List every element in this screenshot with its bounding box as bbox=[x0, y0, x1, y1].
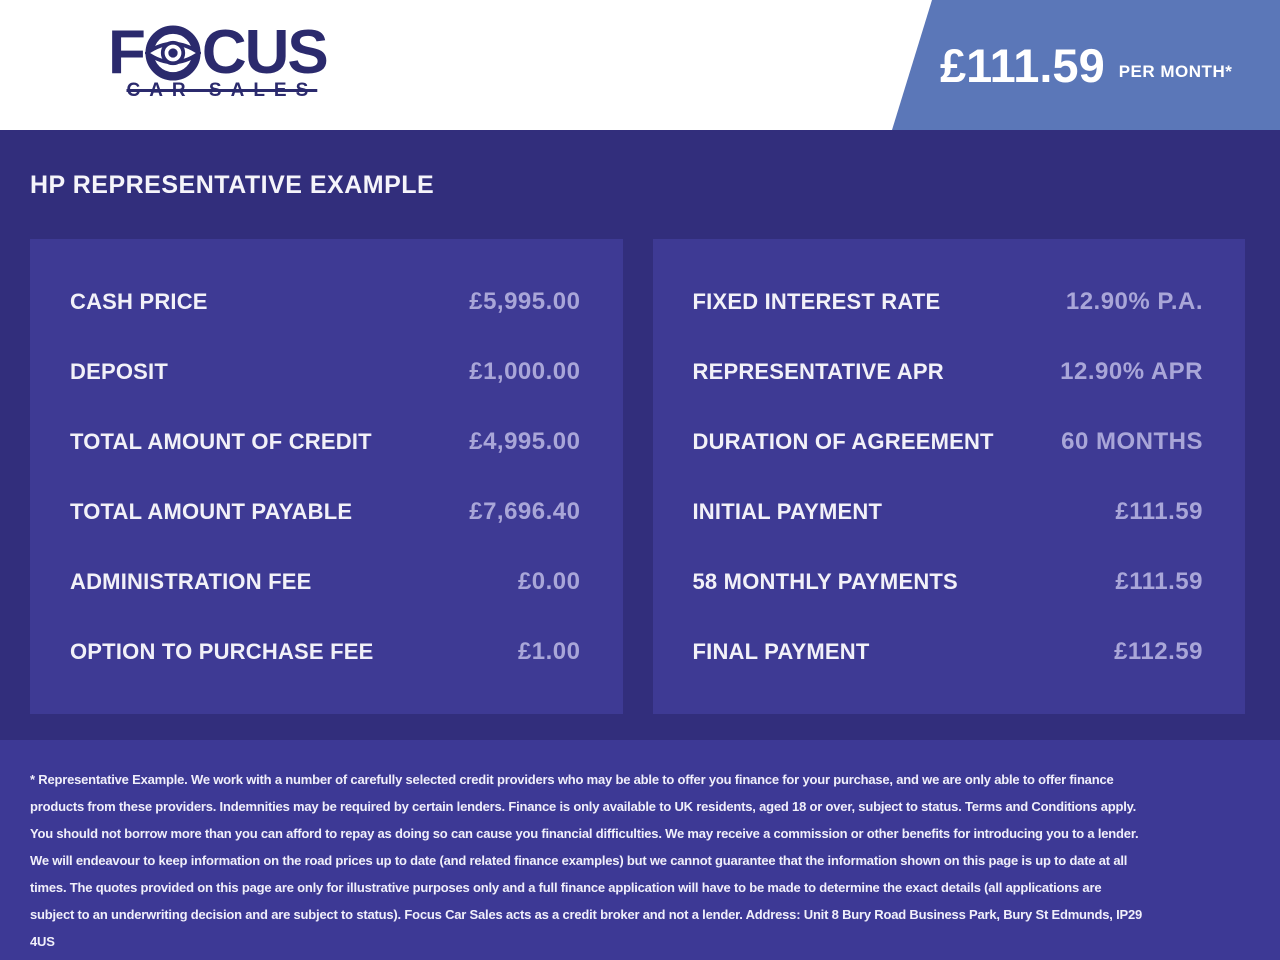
row-label: TOTAL AMOUNT OF CREDIT bbox=[70, 429, 372, 454]
finance-panel-right: FIXED INTEREST RATE 12.90% P.A. REPRESEN… bbox=[652, 239, 1245, 714]
row-label: DURATION OF AGREEMENT bbox=[692, 429, 994, 454]
row-value: £0.00 bbox=[517, 568, 581, 595]
finance-row-initial-payment: INITIAL PAYMENT £111.59 bbox=[693, 477, 1204, 547]
header: F CUS CAR SALES £111.59 PER MONTH* bbox=[0, 0, 1280, 130]
row-value: £1.00 bbox=[517, 638, 581, 665]
finance-row-duration: DURATION OF AGREEMENT 60 MONTHS bbox=[693, 407, 1204, 477]
row-value: 12.90% APR bbox=[1060, 358, 1203, 385]
logo-subtitle: CAR SALES bbox=[126, 80, 318, 101]
row-label: TOTAL AMOUNT PAYABLE bbox=[70, 499, 353, 524]
eye-icon bbox=[144, 25, 201, 81]
row-label: FINAL PAYMENT bbox=[692, 639, 870, 664]
row-label: OPTION TO PURCHASE FEE bbox=[70, 639, 374, 664]
logo-letters-cus: CUS bbox=[201, 18, 329, 87]
finance-panel-left: CASH PRICE £5,995.00 DEPOSIT £1,000.00 T… bbox=[30, 239, 623, 714]
finance-row-apr: REPRESENTATIVE APR 12.90% APR bbox=[693, 337, 1204, 407]
finance-row-deposit: DEPOSIT £1,000.00 bbox=[70, 337, 581, 407]
monthly-price-value: £111.59 bbox=[940, 38, 1105, 92]
finance-row-option-fee: OPTION TO PURCHASE FEE £1.00 bbox=[70, 617, 581, 687]
finance-row-final-payment: FINAL PAYMENT £112.59 bbox=[693, 617, 1204, 687]
row-value: £111.59 bbox=[1115, 498, 1203, 525]
row-value: £5,995.00 bbox=[469, 288, 581, 315]
finance-row-monthly-payments: 58 MONTHLY PAYMENTS £111.59 bbox=[693, 547, 1204, 617]
finance-row-total-credit: TOTAL AMOUNT OF CREDIT £4,995.00 bbox=[70, 407, 581, 477]
row-label: DEPOSIT bbox=[70, 359, 168, 384]
disclaimer-text: * Representative Example. We work with a… bbox=[30, 772, 1143, 949]
row-label: REPRESENTATIVE APR bbox=[692, 359, 944, 384]
row-value: £1,000.00 bbox=[469, 358, 581, 385]
row-value: £4,995.00 bbox=[469, 428, 581, 455]
row-label: INITIAL PAYMENT bbox=[692, 499, 883, 524]
row-value: £7,696.40 bbox=[469, 498, 581, 525]
row-value: £111.59 bbox=[1115, 568, 1203, 595]
finance-example-section: HP REPRESENTATIVE EXAMPLE CASH PRICE £5,… bbox=[0, 130, 1280, 740]
monthly-price-suffix: PER MONTH* bbox=[1118, 62, 1233, 81]
row-value: 60 MONTHS bbox=[1061, 428, 1203, 455]
row-value: 12.90% P.A. bbox=[1065, 288, 1203, 315]
footer-disclaimer-section: * Representative Example. We work with a… bbox=[0, 740, 1280, 960]
finance-row-total-payable: TOTAL AMOUNT PAYABLE £7,696.40 bbox=[70, 477, 581, 547]
finance-row-cash-price: CASH PRICE £5,995.00 bbox=[70, 267, 581, 337]
row-label: 58 MONTHLY PAYMENTS bbox=[692, 569, 958, 594]
focus-car-sales-logo: F CUS CAR SALES bbox=[108, 18, 329, 102]
row-value: £112.59 bbox=[1114, 638, 1203, 665]
logo-letter-f: F bbox=[108, 18, 146, 87]
monthly-price-badge: £111.59 PER MONTH* bbox=[892, 0, 1280, 130]
finance-row-admin-fee: ADMINISTRATION FEE £0.00 bbox=[70, 547, 581, 617]
finance-row-interest-rate: FIXED INTEREST RATE 12.90% P.A. bbox=[693, 267, 1204, 337]
row-label: ADMINISTRATION FEE bbox=[70, 569, 312, 594]
row-label: CASH PRICE bbox=[70, 289, 208, 314]
logo-wordmark: F CUS bbox=[108, 18, 329, 87]
finance-panels: CASH PRICE £5,995.00 DEPOSIT £1,000.00 T… bbox=[30, 239, 1245, 714]
page-title: HP REPRESENTATIVE EXAMPLE bbox=[30, 171, 435, 199]
row-label: FIXED INTEREST RATE bbox=[692, 289, 941, 314]
